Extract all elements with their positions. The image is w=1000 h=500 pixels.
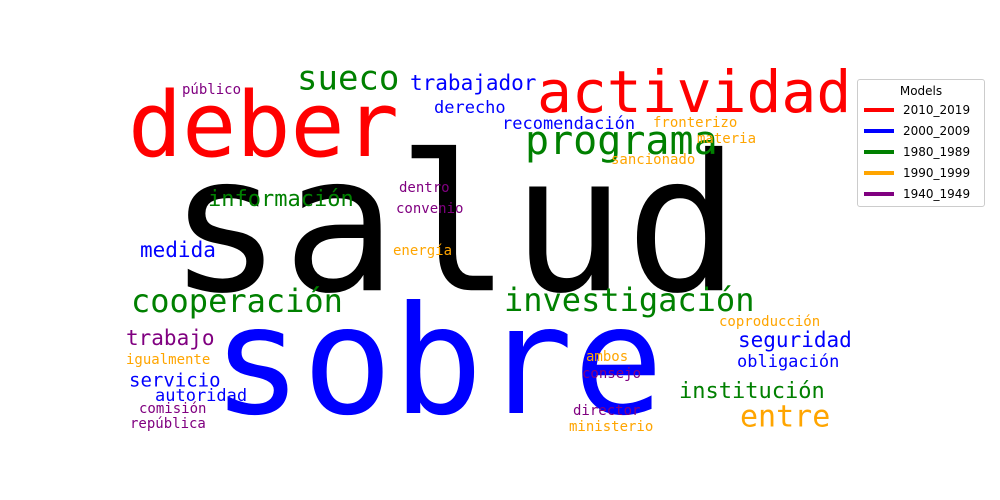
legend-line-swatch bbox=[864, 107, 894, 112]
cloud-word: república bbox=[130, 416, 206, 432]
legend-item: 1990_1999 bbox=[858, 162, 984, 183]
cloud-word: institución bbox=[679, 379, 825, 404]
cloud-word: investigación bbox=[504, 281, 754, 319]
cloud-word: sueco bbox=[297, 59, 399, 99]
cloud-word: obligación bbox=[737, 352, 839, 372]
legend-label: 1990_1999 bbox=[903, 165, 971, 180]
cloud-word: consejo bbox=[582, 366, 641, 382]
legend-item: 1980_1989 bbox=[858, 141, 984, 162]
cloud-word: trabajo bbox=[126, 326, 215, 350]
legend-label: 1980_1989 bbox=[903, 144, 971, 159]
cloud-word: salud bbox=[168, 114, 740, 335]
legend-line-swatch bbox=[864, 170, 894, 175]
cloud-word: ministerio bbox=[569, 419, 653, 435]
cloud-word: autoridad bbox=[155, 386, 247, 406]
cloud-word: coproducción bbox=[719, 314, 820, 330]
cloud-word: actividad bbox=[537, 58, 851, 126]
legend-label: 2000_2009 bbox=[903, 123, 971, 138]
cloud-word: recomendación bbox=[502, 114, 635, 134]
cloud-word: convenio bbox=[396, 201, 463, 217]
cloud-word: servicio bbox=[129, 370, 221, 392]
cloud-word: igualmente bbox=[126, 352, 210, 368]
legend-line-swatch bbox=[864, 191, 894, 196]
cloud-word: cooperación bbox=[131, 282, 343, 320]
cloud-word: fronterizo bbox=[653, 115, 737, 131]
legend-label: 2010_2019 bbox=[903, 102, 971, 117]
cloud-word: medida bbox=[140, 238, 216, 262]
cloud-word: trabajador bbox=[410, 71, 536, 95]
legend-line-swatch bbox=[864, 149, 894, 154]
cloud-word: sobre bbox=[212, 275, 664, 449]
cloud-word: comisión bbox=[139, 401, 206, 417]
cloud-word: director bbox=[573, 403, 640, 419]
legend-item: 2000_2009 bbox=[858, 120, 984, 141]
cloud-word: ambos bbox=[586, 349, 628, 365]
cloud-word: energía bbox=[393, 243, 452, 259]
legend-title: Models bbox=[899, 84, 943, 98]
cloud-word: programa bbox=[525, 118, 718, 164]
cloud-word: deber bbox=[128, 73, 399, 178]
cloud-word: información bbox=[208, 187, 354, 212]
cloud-word: materia bbox=[697, 131, 756, 147]
legend: Models 2010_2019 2000_2009 1980_1989 1990_1… bbox=[857, 79, 985, 207]
legend-item: 2010_2019 bbox=[858, 99, 984, 120]
cloud-word: dentro bbox=[399, 180, 450, 196]
legend-item: 1940_1949 bbox=[858, 183, 984, 204]
cloud-word: sancionado bbox=[611, 152, 695, 168]
cloud-word: público bbox=[182, 82, 241, 98]
cloud-word: derecho bbox=[434, 98, 506, 118]
cloud-word: seguridad bbox=[738, 328, 852, 352]
legend-line-swatch bbox=[864, 128, 894, 133]
cloud-word: entre bbox=[740, 400, 830, 435]
legend-label: 1940_1949 bbox=[903, 186, 971, 201]
